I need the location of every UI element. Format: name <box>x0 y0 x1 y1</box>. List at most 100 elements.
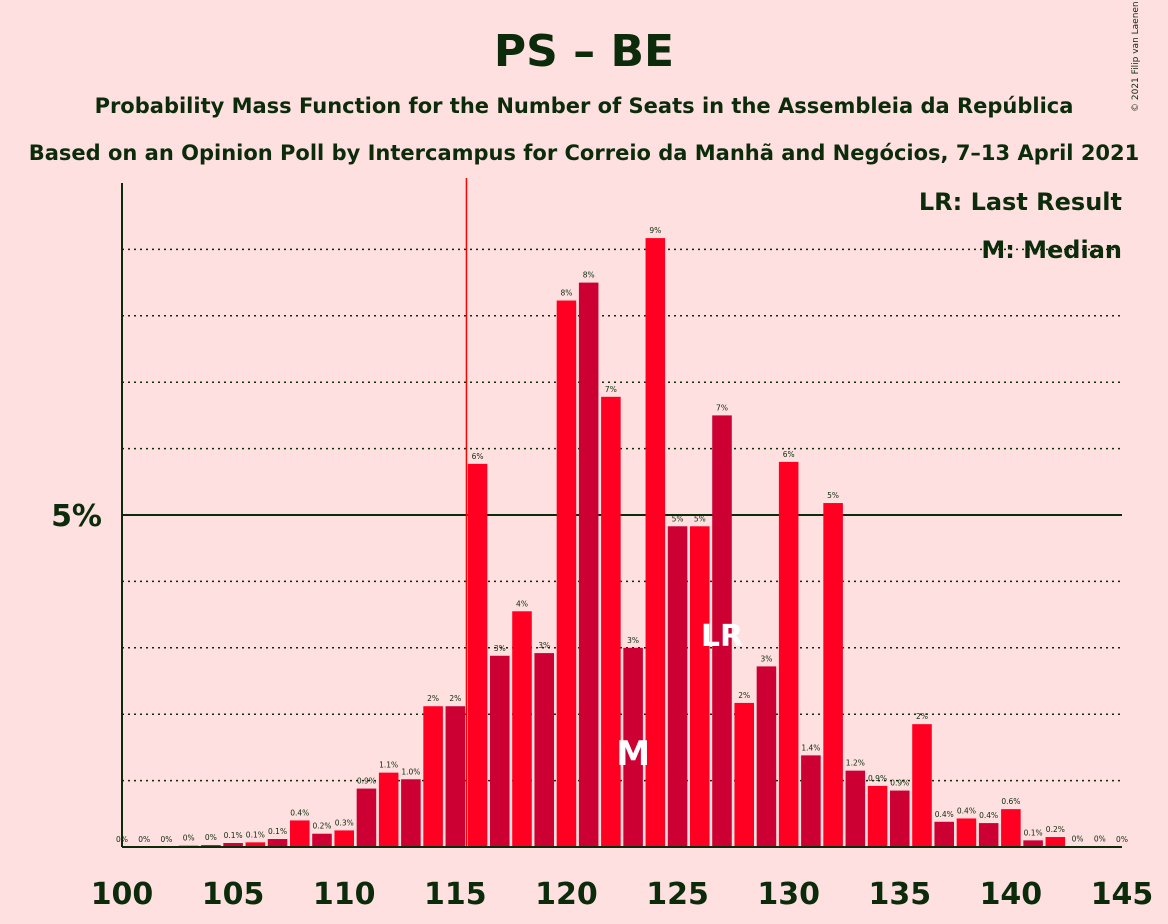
bar-value-label: 3% <box>494 644 506 653</box>
bar <box>712 415 732 847</box>
bar-value-label: 0.6% <box>1001 797 1020 806</box>
bar-value-label: 0% <box>205 833 217 842</box>
bar <box>845 770 866 847</box>
bar-value-label: 0% <box>1094 834 1106 843</box>
bar <box>601 396 621 847</box>
bar-value-label: 0.4% <box>979 811 998 820</box>
bar <box>334 830 354 847</box>
chart-subtitle-1: Probability Mass Function for the Number… <box>95 94 1074 118</box>
copyright-text: © 2021 Filip van Laenen <box>1131 1 1141 112</box>
last-result-marker: LR <box>701 619 743 654</box>
bar-value-label: 0.9% <box>890 779 909 788</box>
bar <box>890 790 910 847</box>
gridlines <box>122 248 1122 782</box>
legend-median: M: Median <box>981 236 1122 264</box>
bar-value-label: 1.4% <box>801 743 820 752</box>
bar <box>378 772 399 847</box>
bar-value-label: 0% <box>138 835 150 844</box>
bar <box>801 755 821 847</box>
bar-value-label: 5% <box>827 491 839 500</box>
bar-value-label: 0.4% <box>935 810 954 819</box>
bar <box>312 833 332 847</box>
bar-value-label: 0.4% <box>957 806 976 815</box>
x-tick-label: 140 <box>980 877 1043 912</box>
x-tick-label: 100 <box>91 877 154 912</box>
bar <box>934 821 954 847</box>
bar <box>267 839 288 847</box>
chart-title: PS – BE <box>494 26 674 77</box>
bar <box>912 724 932 847</box>
bar-value-label: 2% <box>916 712 928 721</box>
bar <box>534 653 554 847</box>
bar <box>356 788 377 847</box>
markers: M LR <box>465 178 743 847</box>
bar <box>556 300 577 847</box>
bar-value-label: 1.0% <box>401 767 420 776</box>
bar <box>490 655 510 847</box>
bar-value-label: 1.1% <box>379 761 398 770</box>
bar <box>734 702 754 847</box>
x-tick-label: 130 <box>757 877 820 912</box>
bar <box>778 461 799 847</box>
bar-value-label: 8% <box>560 289 572 298</box>
bar <box>245 842 266 847</box>
bar-value-label: 7% <box>716 403 728 412</box>
bar-value-label: 0.4% <box>290 808 309 817</box>
bar <box>223 843 243 847</box>
bar <box>467 463 488 847</box>
bar <box>578 282 599 848</box>
bar-value-label: 0% <box>160 835 172 844</box>
bar <box>423 706 443 847</box>
bar-value-label: 0.1% <box>1024 828 1043 837</box>
bar <box>1023 840 1043 847</box>
bar-value-label: 0.1% <box>268 827 287 836</box>
bar <box>956 818 977 847</box>
bar-value-label: 6% <box>472 452 484 461</box>
bar-value-label: 5% <box>672 514 684 523</box>
median-marker: M <box>616 734 650 774</box>
bar <box>623 647 643 847</box>
bar <box>1045 837 1066 847</box>
bar-value-label: 0% <box>1116 835 1128 844</box>
bar-value-label: 0% <box>183 834 195 843</box>
bar-value-label: 3% <box>627 636 639 645</box>
bar-value-label: 3% <box>760 654 772 663</box>
bar <box>978 823 999 847</box>
bar <box>667 526 688 847</box>
bar-value-label: 1.2% <box>846 759 865 768</box>
bar <box>690 526 710 847</box>
axes: 100 105 110 115 120 125 130 135 140 145 5% <box>51 183 1153 912</box>
x-tick-label: 125 <box>646 877 709 912</box>
chart-subtitle-2: Based on an Opinion Poll by Intercampus … <box>29 141 1140 165</box>
bar-value-label: 7% <box>605 385 617 394</box>
bar-value-label: 2% <box>427 694 439 703</box>
x-tick-label: 110 <box>313 877 376 912</box>
bar <box>1001 809 1021 847</box>
bar-value-label: 2% <box>449 694 461 703</box>
x-tick-label: 135 <box>868 877 931 912</box>
bar-value-label: 8% <box>583 271 595 280</box>
bar-value-label: 5% <box>694 514 706 523</box>
bar <box>445 706 466 847</box>
bars <box>178 238 1110 848</box>
bar-value-label: 0.2% <box>1046 825 1065 834</box>
bar-value-label: 0.1% <box>224 831 243 840</box>
bar-value-label: 4% <box>516 599 528 608</box>
legend-last-result: LR: Last Result <box>919 188 1122 216</box>
bar <box>512 611 532 847</box>
bar <box>867 785 888 847</box>
bar-value-label: 3% <box>538 641 550 650</box>
x-tick-label: 105 <box>202 877 265 912</box>
x-tick-label: 120 <box>535 877 598 912</box>
bar <box>823 503 843 847</box>
x-tick-label: 115 <box>424 877 487 912</box>
bar-value-label: 0% <box>1072 834 1084 843</box>
bar <box>756 666 777 847</box>
bar <box>645 238 666 847</box>
y-tick-label: 5% <box>51 499 102 534</box>
bar-value-label: 0.2% <box>312 822 331 831</box>
bar-value-label: 0.9% <box>868 774 887 783</box>
bar <box>401 779 421 847</box>
bar-value-label: 0.9% <box>357 777 376 786</box>
